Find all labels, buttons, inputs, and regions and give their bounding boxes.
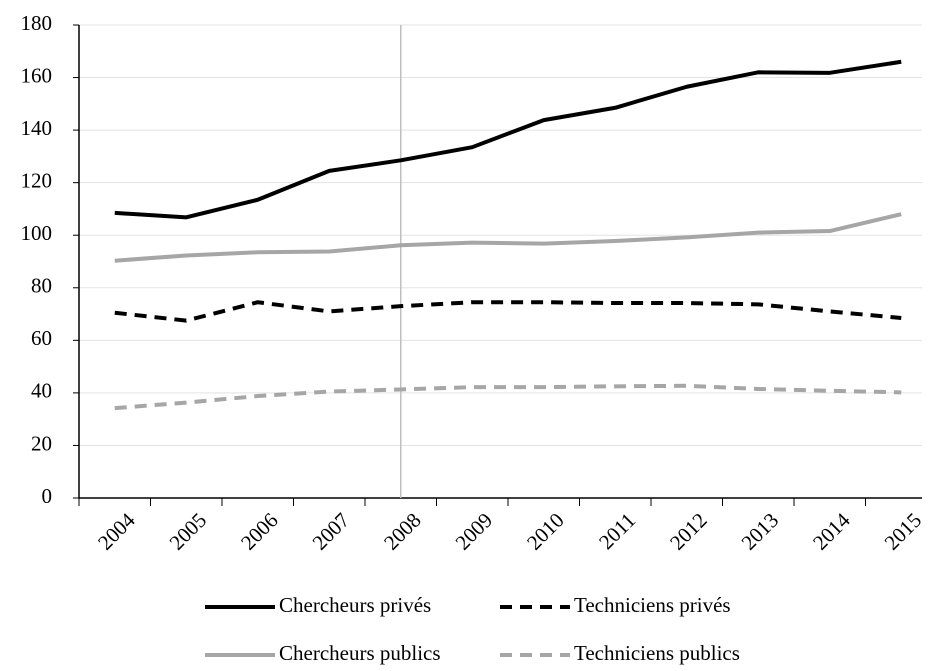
- y-tick-label: 20: [31, 431, 52, 455]
- y-tick-label: 140: [21, 116, 53, 140]
- y-tick-label: 180: [21, 11, 53, 35]
- legend-label: Techniciens publics: [574, 641, 740, 665]
- x-tick-label: 2008: [379, 508, 426, 555]
- x-tick-label: 2014: [808, 508, 855, 555]
- legend-label: Techniciens privés: [574, 593, 731, 617]
- y-tick-label: 40: [31, 379, 52, 403]
- x-tick-label: 2009: [451, 508, 498, 555]
- x-tick-label: 2011: [594, 508, 640, 554]
- line-series: [114, 212, 902, 263]
- y-tick-label: 80: [31, 274, 52, 298]
- x-tick-label: 2010: [522, 508, 569, 555]
- x-tick-label: 2007: [308, 508, 355, 555]
- y-tick-label: 160: [21, 63, 53, 87]
- line-series: [114, 383, 902, 411]
- line-series: [114, 59, 902, 220]
- line-series: [114, 300, 902, 323]
- x-tick-label: 2006: [236, 508, 283, 555]
- y-tick-label: 100: [21, 221, 53, 245]
- legend-label: Chercheurs privés: [279, 593, 431, 617]
- y-tick-label: 120: [21, 168, 53, 192]
- x-tick-label: 2012: [665, 508, 712, 555]
- y-tick-label: 0: [42, 484, 53, 508]
- x-tick-label: 2013: [737, 508, 784, 555]
- legend-label: Chercheurs publics: [279, 641, 441, 665]
- x-tick-label: 2005: [165, 508, 212, 555]
- x-tick-label: 2015: [880, 508, 927, 555]
- y-tick-label: 60: [31, 326, 52, 350]
- x-tick-label: 2004: [93, 508, 140, 555]
